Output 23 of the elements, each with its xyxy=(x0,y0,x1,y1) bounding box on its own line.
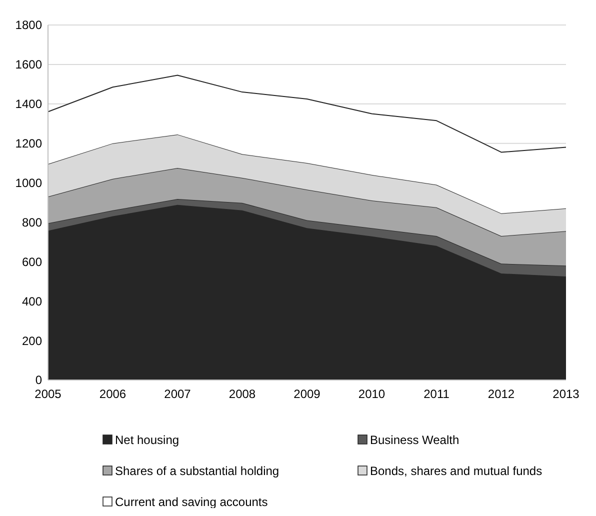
x-tick-label: 2005 xyxy=(34,387,62,401)
legend-label: Shares of a substantial holding xyxy=(115,464,280,478)
x-tick-label: 2011 xyxy=(424,387,450,401)
y-tick-label: 1000 xyxy=(15,176,42,190)
legend-label: Business Wealth xyxy=(370,433,460,448)
x-tick-label: 2006 xyxy=(99,387,126,401)
y-tick-label: 600 xyxy=(22,254,42,269)
legend-label: Net housing xyxy=(115,433,180,448)
y-tick-label: 200 xyxy=(22,334,42,348)
y-tick-label: 1400 xyxy=(15,97,42,112)
y-tick-label: 400 xyxy=(22,294,42,308)
y-tick-label: 0 xyxy=(35,373,42,388)
y-tick-label: 1800 xyxy=(15,18,42,32)
y-tick-label: 1600 xyxy=(15,58,42,72)
y-tick-label: 1200 xyxy=(15,136,42,151)
x-tick-label: 2008 xyxy=(228,387,256,401)
x-tick-label: 2010 xyxy=(358,387,386,401)
legend-label: Bonds, shares and mutual funds xyxy=(370,464,542,478)
x-tick-label: 2007 xyxy=(164,387,192,401)
y-tick-label: 800 xyxy=(22,215,42,230)
x-tick-label: 2009 xyxy=(294,387,321,401)
x-tick-label: 2012 xyxy=(488,387,515,401)
x-tick-label: 2013 xyxy=(552,387,580,401)
